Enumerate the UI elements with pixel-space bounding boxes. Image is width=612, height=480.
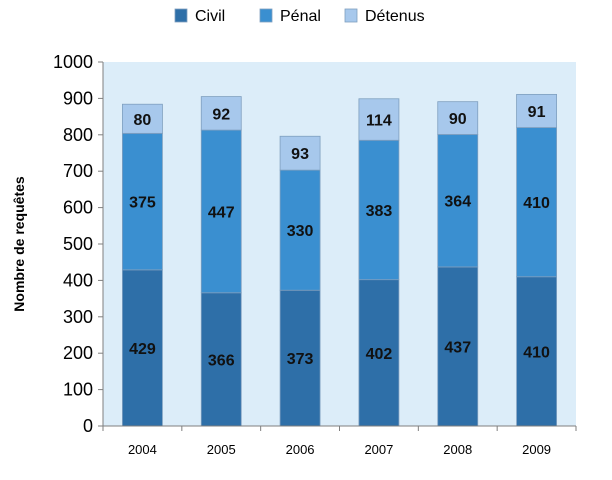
- data-label: 91: [528, 104, 546, 121]
- y-tick-label: 0: [83, 416, 93, 436]
- legend-swatch-détenus: [344, 8, 358, 23]
- bar-segment-civil: [516, 276, 557, 427]
- data-label: 437: [444, 339, 471, 356]
- bar-segment-civil: [358, 279, 400, 427]
- data-label: 90: [449, 111, 467, 128]
- data-label: 114: [366, 113, 392, 130]
- bar-segment-pénal: [358, 139, 400, 281]
- bar-segment-détenus: [279, 135, 321, 171]
- data-label: 80: [134, 112, 152, 129]
- x-tick-label: 2005: [207, 442, 236, 457]
- data-label: 92: [212, 106, 230, 123]
- bar-segment-civil: [200, 292, 242, 427]
- data-label: 364: [444, 194, 471, 211]
- legend-label: Détenus: [365, 8, 425, 25]
- bar-segment-pénal: [122, 132, 163, 271]
- x-tick-label: 2008: [443, 442, 472, 457]
- bar-segment-pénal: [437, 134, 479, 268]
- y-tick-label: 1000: [53, 52, 93, 72]
- x-tick-label: 2009: [522, 442, 551, 457]
- y-tick-label: 900: [63, 88, 93, 108]
- bar-segment-civil: [437, 266, 479, 427]
- y-axis-ticks: 0 100 200 300 400 500 600 700 800 900 1000: [53, 52, 103, 436]
- data-label: 447: [208, 204, 235, 221]
- bar-segment-détenus: [358, 98, 400, 141]
- bar-segment-détenus: [200, 96, 242, 131]
- data-label: 375: [129, 195, 156, 212]
- bar-segment-pénal: [279, 169, 321, 291]
- legend-label: Pénal: [280, 8, 321, 25]
- bar-segment-pénal: [516, 127, 557, 278]
- data-label: 410: [523, 195, 550, 212]
- y-tick-label: 800: [63, 125, 93, 145]
- y-axis-label: Nombre de requêtes: [11, 176, 27, 312]
- plot-area: [103, 62, 576, 426]
- y-tick-label: 300: [63, 307, 93, 327]
- y-tick-label: 400: [63, 270, 93, 290]
- data-label: 366: [208, 352, 235, 369]
- y-tick-label: 100: [63, 380, 93, 400]
- legend-swatch-civil: [174, 8, 188, 23]
- data-label: 373: [287, 351, 314, 368]
- legend-label: Civil: [195, 8, 225, 25]
- x-tick-label: 2004: [128, 442, 157, 457]
- legend-swatch-pénal: [259, 8, 273, 23]
- bar-segment-détenus: [122, 103, 163, 134]
- data-label: 93: [291, 146, 309, 163]
- legend: Civil Pénal Détenus: [174, 8, 425, 25]
- data-label: 410: [523, 344, 550, 361]
- y-tick-label: 600: [63, 198, 93, 218]
- bar-segment-civil: [279, 289, 321, 427]
- data-label: 429: [129, 341, 156, 358]
- bar-segment-civil: [122, 269, 163, 427]
- bars: 429 375 80 366 447 92 373 330 93 402 383 114 437 364 9…: [122, 93, 557, 427]
- bar-segment-détenus: [516, 93, 557, 128]
- data-label: 402: [366, 346, 393, 363]
- x-tick-label: 2007: [364, 442, 393, 457]
- y-tick-label: 200: [63, 343, 93, 363]
- data-label: 330: [287, 223, 314, 240]
- data-label: 383: [366, 203, 393, 220]
- x-tick-label: 2006: [286, 442, 315, 457]
- bar-segment-détenus: [437, 101, 479, 135]
- x-axis-ticks: 2004 2005 2006 2007 2008 2009: [102, 426, 577, 457]
- y-tick-label: 500: [63, 234, 93, 254]
- y-tick-label: 700: [63, 161, 93, 181]
